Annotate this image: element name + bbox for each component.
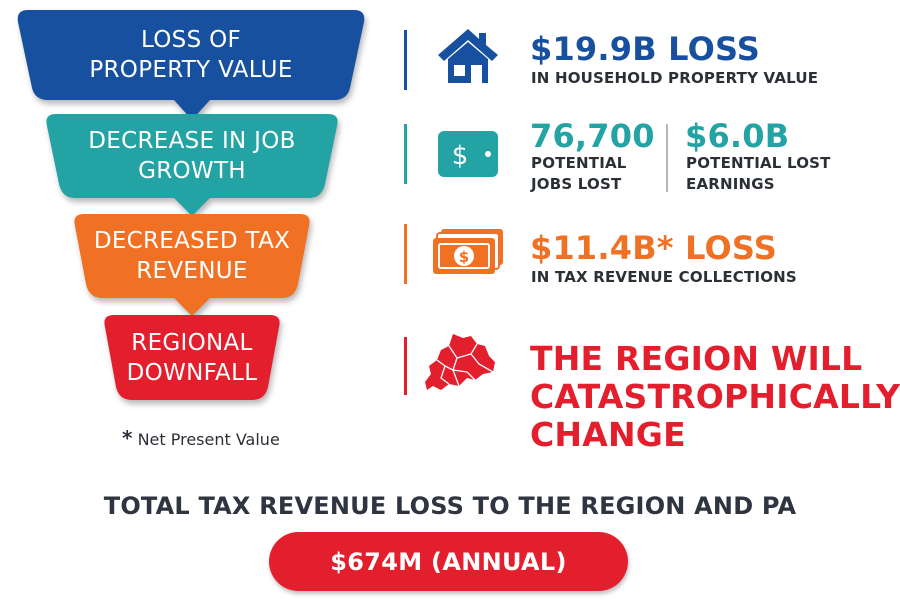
wallet-icon: $: [438, 131, 498, 177]
divider-gray: [666, 124, 668, 192]
tax-loss-value: $11.4B* LOSS: [530, 229, 777, 267]
funnel-step-label: REGIONAL DOWNFALL: [126, 330, 258, 386]
divider-teal: [404, 124, 407, 184]
earnings-lost-value: $6.0B: [685, 117, 790, 155]
cash-stack-icon: $: [433, 229, 503, 274]
funnel-step-property-value: LOSS OF PROPERTY VALUE: [14, 10, 368, 122]
funnel-step-label: LOSS OF PROPERTY VALUE: [89, 27, 293, 83]
jobs-lost-caption: POTENTIAL JOBS LOST: [531, 154, 627, 193]
property-loss-caption: IN HOUSEHOLD PROPERTY VALUE: [531, 69, 819, 87]
divider-red: [404, 337, 407, 395]
property-loss-value: $19.9B LOSS: [530, 30, 761, 68]
funnel-step-tax-revenue: DECREASED TAX REVENUE: [72, 214, 312, 318]
house-icon: [438, 29, 498, 83]
footnote: * Net Present Value: [122, 426, 280, 450]
funnel-step-label: DECREASED TAX REVENUE: [93, 228, 291, 284]
footnote-text: Net Present Value: [137, 430, 280, 449]
jobs-lost-value: 76,700: [530, 117, 655, 155]
tax-loss-caption: IN TAX REVENUE COLLECTIONS: [531, 268, 797, 286]
divider-blue: [404, 30, 407, 90]
region-change-headline: THE REGION WILL CATASTROPHICALLY CHANGE: [530, 339, 900, 454]
funnel-step-regional-downfall: REGIONAL DOWNFALL: [102, 315, 282, 401]
earnings-lost-caption: POTENTIAL LOST EARNINGS: [686, 154, 831, 193]
divider-orange: [404, 224, 407, 284]
total-value-pill: $674M (ANNUAL): [269, 532, 628, 591]
svg-text:$: $: [452, 141, 469, 171]
footnote-star: *: [122, 426, 133, 450]
funnel-step-label: DECREASE IN JOB GROWTH: [88, 128, 296, 184]
svg-text:$: $: [459, 248, 469, 266]
total-label: TOTAL TAX REVENUE LOSS TO THE REGION AND…: [103, 492, 797, 520]
region-map-icon: [425, 334, 495, 390]
funnel-step-job-growth: DECREASE IN JOB GROWTH: [44, 114, 340, 218]
